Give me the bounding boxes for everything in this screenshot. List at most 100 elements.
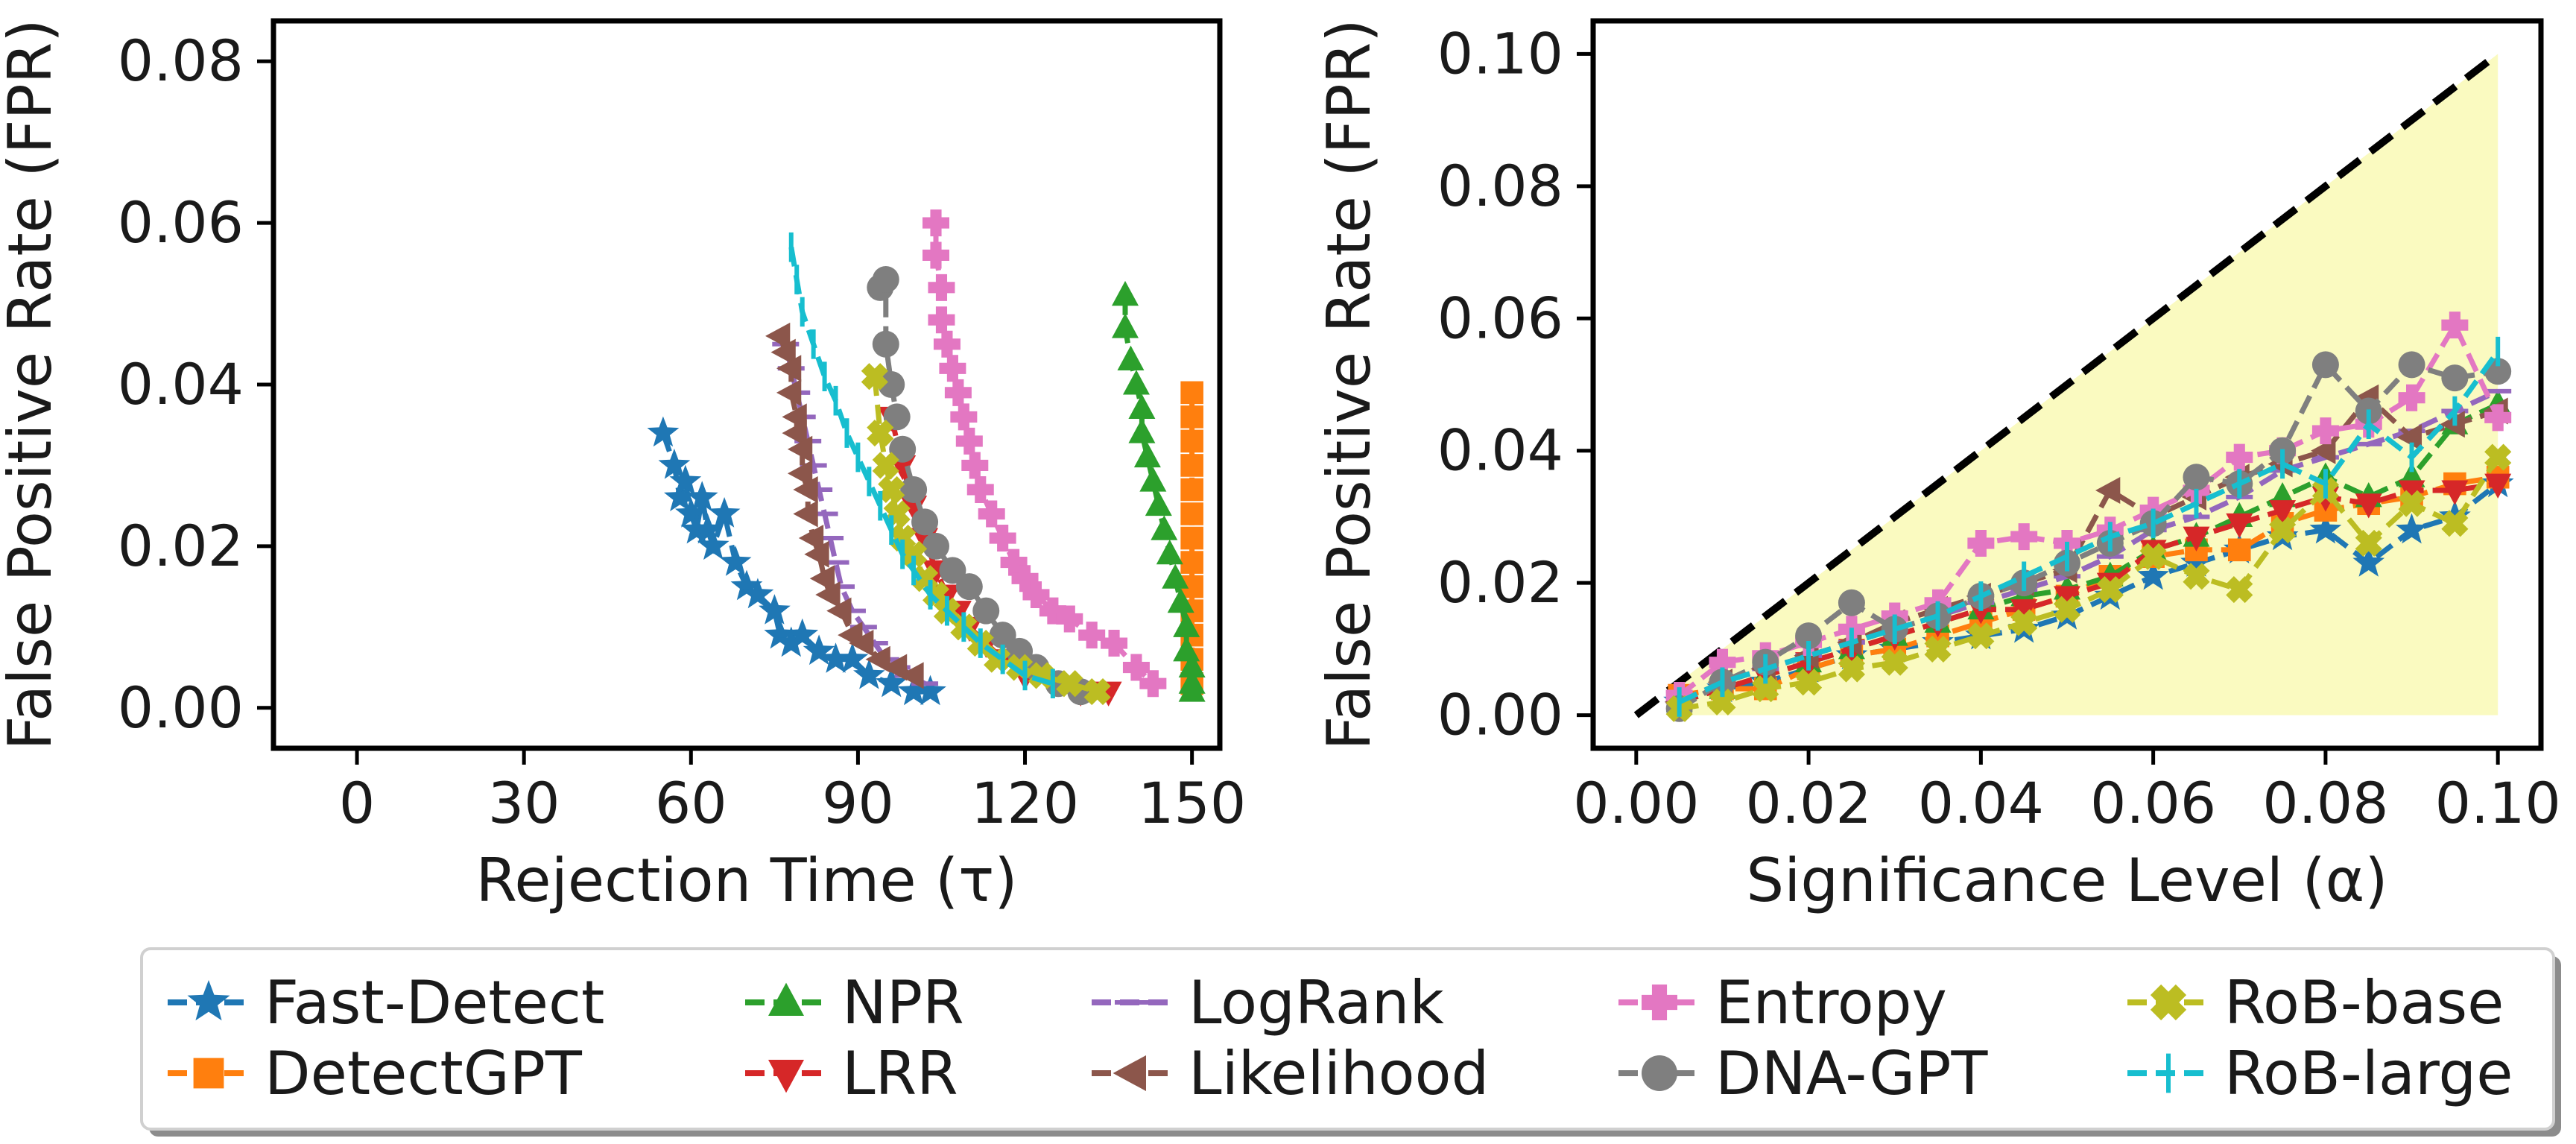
- x-tick-label: 30: [488, 770, 560, 836]
- legend-item-logrank: LogRank: [1092, 968, 1444, 1037]
- shaded-region: [1679, 54, 2499, 715]
- data-point: [2484, 404, 2512, 432]
- legend-label: LRR: [842, 1039, 958, 1108]
- legend-item-npr: NPR: [745, 968, 964, 1037]
- reference-line: [1633, 51, 2501, 718]
- data-point: [1011, 565, 1039, 592]
- data-point: [2441, 480, 2469, 505]
- data-point: [2269, 500, 2297, 525]
- series-line: [1678, 350, 2501, 705]
- data-point: [1180, 405, 1203, 429]
- data-point: [2398, 384, 2425, 411]
- data-point: [978, 500, 1005, 528]
- data-point: [2010, 599, 2038, 625]
- legend-label: NPR: [842, 968, 964, 1037]
- data-point: [765, 322, 791, 350]
- legend-label: Likelihood: [1189, 1039, 1489, 1108]
- data-point: [2139, 543, 2167, 570]
- data-point: [2396, 423, 2422, 451]
- data-point: [966, 475, 994, 503]
- data-point: [2398, 480, 2425, 505]
- data-point: [872, 452, 899, 479]
- data-point: [2441, 364, 2469, 392]
- legend-label: RoB-large: [2224, 1039, 2513, 1108]
- data-point: [989, 622, 1016, 649]
- data-point: [2226, 575, 2253, 604]
- data-point: [882, 654, 908, 681]
- data-point: [1180, 381, 1203, 405]
- x-tick-label: 150: [1138, 770, 1246, 836]
- data-point: [1056, 605, 1083, 633]
- series-rob-base: [1665, 443, 2512, 722]
- data-point: [798, 525, 824, 552]
- data-point: [923, 532, 949, 560]
- data-point: [1795, 622, 1823, 650]
- data-point: [955, 573, 983, 601]
- data-point: [664, 481, 696, 511]
- data-point: [1139, 670, 1167, 698]
- data-point: [933, 330, 961, 358]
- data-point: [793, 500, 818, 528]
- data-point: [2010, 523, 2038, 551]
- data-point: [2484, 473, 2512, 499]
- legend-frame: [140, 947, 2555, 1131]
- data-point: [853, 658, 885, 689]
- x-tick-label: 90: [822, 770, 894, 836]
- legend-label: DetectGPT: [265, 1039, 583, 1108]
- data-point: [2352, 546, 2385, 577]
- data-point: [1924, 635, 1952, 663]
- legend-item-detectgpt: DetectGPT: [168, 1039, 583, 1108]
- data-point: [950, 403, 978, 431]
- legend-item-rob-large: RoB-large: [2127, 1039, 2513, 1108]
- legend-label: Entropy: [1715, 968, 1947, 1037]
- data-point: [2398, 490, 2425, 517]
- data-point: [1180, 502, 1203, 525]
- data-point: [2355, 493, 2382, 519]
- data-point: [1112, 313, 1139, 338]
- data-point: [867, 419, 894, 447]
- data-point: [697, 529, 730, 560]
- data-point: [1101, 630, 1128, 657]
- data-point: [815, 581, 841, 608]
- data-point: [955, 427, 983, 455]
- data-point: [708, 497, 741, 528]
- legend-item-rob-base: RoB-base: [2127, 968, 2504, 1037]
- data-point: [939, 355, 966, 382]
- data-point: [1173, 612, 1200, 637]
- legend-marker: [768, 1060, 804, 1093]
- data-point: [1709, 688, 1736, 715]
- series-fast-detect: [647, 416, 946, 706]
- legend-label: RoB-base: [2224, 968, 2504, 1037]
- data-point: [1128, 394, 1156, 420]
- x-tick-label: 0.10: [2435, 770, 2561, 836]
- data-point: [741, 578, 774, 609]
- data-point: [2010, 609, 2038, 636]
- series-rob-large: [1677, 336, 2501, 717]
- legend-label: Fast-Detect: [265, 968, 604, 1037]
- data-point: [1180, 454, 1203, 477]
- data-point: [1162, 563, 1189, 589]
- data-point: [1128, 418, 1156, 443]
- data-point: [658, 448, 691, 479]
- legend-marker: [193, 1058, 224, 1089]
- data-point: [2311, 351, 2339, 379]
- data-point: [692, 513, 724, 544]
- data-point: [820, 642, 852, 673]
- data-point: [989, 525, 1016, 552]
- y-axis-label: False Positive Rate (FPR): [0, 19, 65, 750]
- x-axis-label: Rejection Time (τ): [475, 846, 1017, 915]
- data-point: [972, 597, 1000, 625]
- data-point: [2396, 513, 2428, 544]
- legend-item-entropy: Entropy: [1618, 968, 1947, 1037]
- data-point: [923, 241, 949, 269]
- y-tick-label: 0.08: [118, 28, 244, 94]
- data-point: [944, 379, 972, 406]
- data-point: [764, 618, 797, 649]
- data-point: [787, 460, 813, 487]
- data-point: [2183, 563, 2210, 590]
- data-point: [1078, 622, 1106, 649]
- legend-marker: [187, 980, 230, 1021]
- data-point: [1180, 478, 1203, 502]
- legend-marker: [1642, 1055, 1677, 1091]
